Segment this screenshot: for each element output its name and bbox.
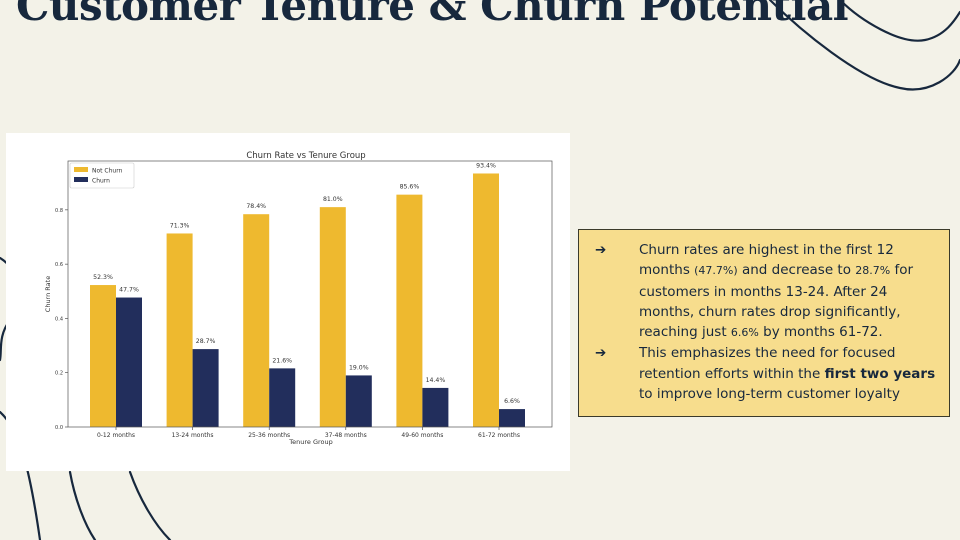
y-tick-label: 0.4	[55, 316, 63, 322]
data-label-not-churn: 85.6%	[400, 184, 420, 191]
y-tick-label: 0.6	[55, 262, 63, 268]
insight-emphasis: first two years	[824, 365, 936, 382]
curve-top-right-inner	[838, 0, 960, 42]
data-label-churn: 47.7%	[119, 287, 139, 294]
insight-text-segment: to improve long-term customer loyalty	[639, 386, 900, 403]
insight-value-0-12: (47.7%)	[694, 264, 738, 278]
data-label-not-churn: 78.4%	[246, 203, 266, 210]
bar-churn	[269, 368, 296, 427]
plot-frame	[67, 160, 553, 428]
data-label-not-churn: 81.0%	[323, 196, 343, 203]
bar-not-churn	[90, 285, 116, 427]
slide-title: Customer Tenure & Churn Potential	[16, 0, 849, 30]
y-axis-label: Churn Rate	[44, 276, 52, 312]
bar-churn	[192, 349, 219, 427]
insight-item-2: ➔ This emphasizes the need for focused r…	[593, 343, 939, 404]
legend: Not Churn Churn	[69, 162, 135, 189]
right-arrow-icon: ➔	[595, 345, 607, 362]
x-axis-label: Tenure Group	[288, 438, 333, 446]
insight-text-1: Churn rates are highest in the first 12 …	[639, 240, 939, 343]
curve-bottom-1	[68, 470, 97, 540]
data-label-churn: 21.6%	[272, 357, 292, 364]
legend-swatch-churn	[74, 177, 88, 182]
bar-not-churn	[396, 194, 423, 427]
data-label-not-churn: 52.3%	[93, 274, 113, 281]
insight-text-2: This emphasizes the need for focused ret…	[639, 343, 939, 404]
data-label-not-churn: 93.4%	[476, 162, 496, 169]
data-label-churn: 14.4%	[426, 377, 446, 384]
curve-bottom-2	[128, 470, 172, 540]
legend-label-not-churn: Not Churn	[92, 168, 123, 175]
x-tick-label: 61-72 months	[478, 432, 520, 439]
insight-text-segment: Churn rates are highest in the first 12 …	[639, 242, 894, 279]
insight-text-segment: and decrease to	[737, 262, 856, 279]
curve-top-right-outer	[768, 0, 960, 91]
x-tick-label: 37-48 months	[325, 432, 367, 439]
y-tick-label: 0.8	[55, 208, 63, 214]
bar-churn	[345, 375, 372, 427]
insight-text-segment: by months 61-72.	[758, 324, 883, 341]
axes-layer: 0-12 months 13-24 months 25-36 months 37-48…	[55, 160, 553, 439]
bar-not-churn	[473, 173, 499, 427]
insight-value-61-72: 6.6%	[730, 326, 759, 340]
data-label-churn: 28.7%	[196, 338, 216, 345]
y-tick-label: 0.2	[55, 371, 63, 377]
x-tick-label: 25-36 months	[248, 432, 290, 439]
x-tick-label: 49-60 months	[401, 432, 443, 439]
insight-box: ➔ Churn rates are highest in the first 1…	[578, 229, 950, 417]
bar-churn	[422, 387, 449, 427]
legend-label-churn: Churn	[92, 178, 110, 185]
insight-value-13-24: 28.7%	[855, 264, 891, 278]
legend-swatch-not-churn	[74, 167, 88, 172]
bar-churn	[116, 297, 142, 427]
churn-rate-chart: Churn Rate vs Tenure Group Tenure Group …	[44, 151, 553, 446]
insight-item-1: ➔ Churn rates are highest in the first 1…	[593, 240, 939, 343]
bar-not-churn	[243, 214, 270, 427]
data-label-not-churn: 71.3%	[170, 222, 190, 229]
x-tick-label: 0-12 months	[97, 432, 135, 439]
y-tick-label: 0.0	[55, 425, 63, 431]
insight-text-segment: for customers in months 13-24. After 24 …	[639, 262, 914, 341]
insight-text-segment: This emphasizes the need for focused ret…	[639, 345, 896, 382]
data-label-churn: 6.6%	[504, 398, 520, 405]
bar-not-churn	[319, 207, 346, 427]
bar-churn	[499, 409, 525, 427]
data-label-churn: 19.0%	[349, 364, 369, 371]
right-arrow-icon: ➔	[595, 242, 607, 258]
chart-panel: Churn Rate vs Tenure Group Tenure Group …	[6, 133, 570, 471]
chart-title: Churn Rate vs Tenure Group	[246, 151, 365, 161]
bar-not-churn	[166, 233, 193, 427]
x-tick-label: 13-24 months	[172, 432, 214, 439]
bars-layer: 52.3% 47.7% 71.3% 28.7% 78.4% 21.6% 81.0% 19.0%…	[90, 162, 525, 427]
